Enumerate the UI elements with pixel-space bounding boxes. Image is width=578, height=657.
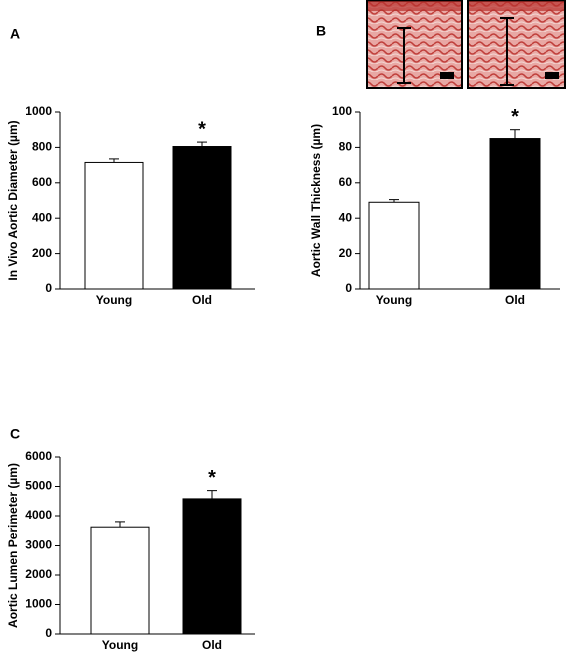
- y-axis-title: Aortic Wall Thickness (µm): [309, 124, 323, 277]
- y-tick-label: 200: [32, 246, 52, 260]
- y-tick-label: 400: [32, 210, 52, 224]
- y-tick-label: 0: [45, 626, 52, 640]
- y-tick-label: 1000: [25, 597, 52, 611]
- significance-marker: *: [198, 118, 206, 140]
- panel-label: A: [10, 26, 20, 42]
- y-tick-label: 80: [339, 140, 353, 154]
- y-axis-title: Aortic Lumen Perimeter (µm): [6, 463, 20, 628]
- y-tick-label: 0: [45, 281, 52, 295]
- bar: [172, 146, 232, 290]
- y-tick-label: 20: [339, 246, 353, 260]
- y-tick-label: 2000: [25, 567, 52, 581]
- y-tick-label: 4000: [25, 508, 52, 522]
- bar: [182, 498, 242, 635]
- x-tick-label: Old: [192, 293, 212, 307]
- y-tick-label: 100: [332, 104, 352, 118]
- significance-marker: *: [208, 467, 216, 489]
- y-tick-label: 0: [345, 281, 352, 295]
- y-tick-label: 600: [32, 175, 52, 189]
- y-tick-label: 60: [339, 175, 353, 189]
- x-tick-label: Young: [376, 293, 412, 307]
- panel-label: B: [316, 23, 326, 39]
- bar: [489, 138, 541, 290]
- x-tick-label: Old: [505, 293, 525, 307]
- y-axis-title: In Vivo Aortic Diameter (µm): [6, 120, 20, 280]
- y-tick-label: 1000: [25, 104, 52, 118]
- significance-marker: *: [511, 106, 519, 128]
- y-tick-label: 3000: [25, 538, 52, 552]
- x-tick-label: Young: [102, 638, 138, 652]
- bar: [90, 526, 150, 635]
- x-tick-label: Old: [202, 638, 222, 652]
- y-tick-label: 5000: [25, 479, 52, 493]
- y-tick-label: 6000: [25, 449, 52, 463]
- y-tick-label: 40: [339, 210, 353, 224]
- panel-label: C: [10, 426, 20, 442]
- histology-images: [366, 0, 566, 89]
- x-tick-label: Young: [96, 293, 132, 307]
- bar: [84, 161, 144, 290]
- y-tick-label: 800: [32, 140, 52, 154]
- bar: [368, 201, 420, 290]
